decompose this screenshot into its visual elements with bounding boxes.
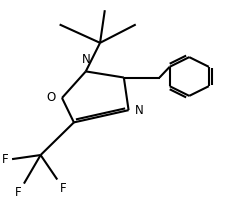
Text: F: F xyxy=(60,182,66,195)
Text: N: N xyxy=(134,104,143,117)
Text: F: F xyxy=(2,153,9,166)
Text: O: O xyxy=(47,91,56,104)
Text: N: N xyxy=(81,53,90,66)
Text: F: F xyxy=(15,186,22,199)
